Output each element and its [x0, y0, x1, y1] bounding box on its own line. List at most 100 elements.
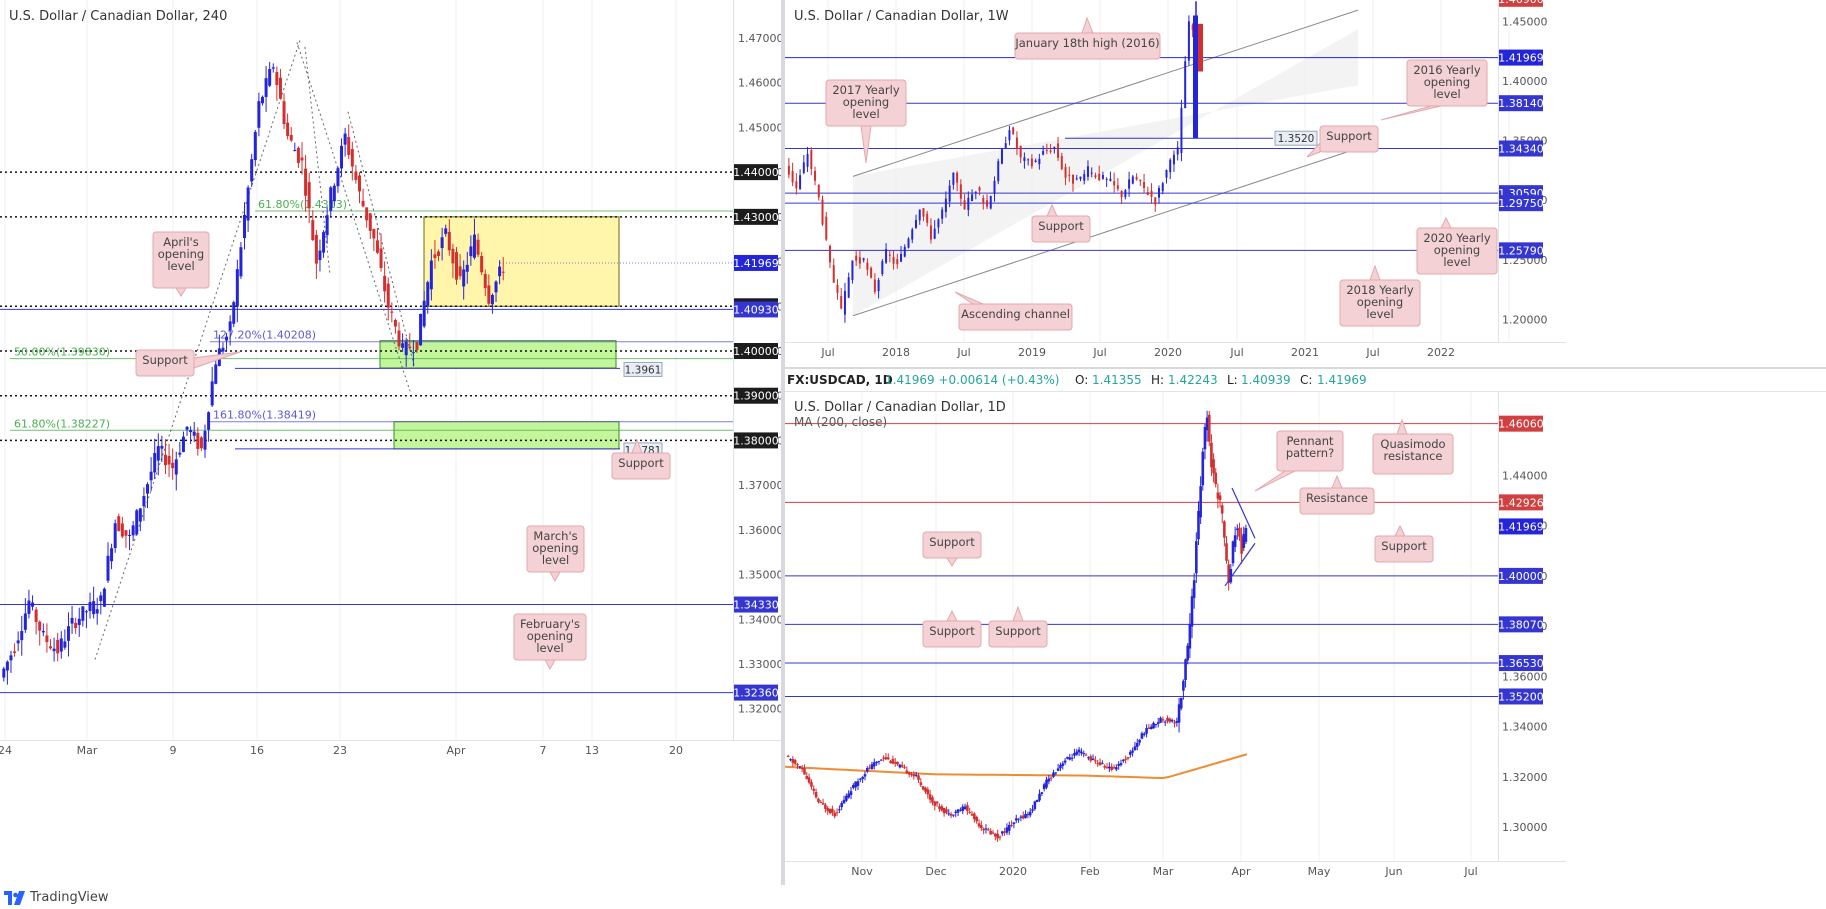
candle-body	[907, 238, 910, 248]
candle-body	[1182, 680, 1185, 691]
candle-body	[1094, 760, 1097, 762]
candle-body	[1175, 720, 1179, 723]
candle-body	[840, 803, 843, 808]
candle-body	[117, 516, 121, 532]
candle-body	[956, 809, 960, 813]
candle-body	[357, 175, 361, 192]
h4-time-axis: 24 Mar 9 16 23 Apr 7 13 20	[0, 744, 683, 757]
candle-body	[986, 200, 989, 207]
weekly-callout-channel-text: Ascending channel	[961, 307, 1070, 321]
candle-body	[1003, 831, 1006, 833]
candle-body	[92, 601, 96, 615]
candle-body	[128, 534, 132, 536]
candle-body	[390, 311, 394, 313]
h4-price-tag-bg	[734, 254, 778, 271]
candle-body	[465, 264, 469, 272]
daily-time-tick: Nov	[851, 865, 873, 878]
weekly-price-tag-bg	[1499, 95, 1543, 112]
candle-body	[1086, 166, 1089, 177]
candle-body	[1010, 824, 1013, 826]
candle-body	[1128, 179, 1131, 189]
candle-body	[1214, 472, 1218, 485]
candle-body	[914, 774, 918, 776]
candle-body	[498, 266, 502, 277]
candle-body	[174, 459, 178, 475]
candle-body	[861, 776, 864, 779]
daily-callout-support-c-text: Support	[995, 624, 1041, 638]
candle-body	[1140, 733, 1144, 739]
candle-body	[181, 436, 185, 452]
daily-price-tick: 1.30000	[1502, 821, 1548, 834]
candle-body	[1063, 760, 1067, 763]
candle-body	[933, 228, 936, 239]
candle-body	[812, 788, 816, 791]
h4-callout-march-text: March's	[533, 529, 577, 543]
candle-body	[903, 767, 906, 769]
candle-body	[1233, 535, 1237, 548]
candle-body	[1126, 757, 1130, 759]
weekly-time-tick: Jul	[1092, 346, 1106, 359]
candle-body	[1122, 759, 1125, 762]
candle-body	[863, 774, 867, 777]
weekly-time-tick: 2019	[1018, 346, 1046, 359]
candle-body	[828, 245, 831, 263]
weekly-callout-2017-box	[825, 79, 907, 127]
daily-price-axis: 1.440001.420001.400001.380001.360001.340…	[1498, 415, 1548, 834]
weekly-callout-2018-text: level	[1366, 307, 1393, 321]
candle-body	[196, 432, 200, 449]
daily-callout-support-c-box	[988, 620, 1048, 648]
candle-body	[877, 761, 881, 763]
candle-body	[881, 261, 884, 274]
candle-body	[1158, 188, 1161, 198]
candle-body	[937, 219, 940, 228]
candle-body	[1229, 569, 1233, 583]
candle-body	[483, 273, 487, 289]
weekly-price-tag: 1.38140	[1498, 97, 1544, 110]
weekly-time-tick: 2020	[1154, 346, 1182, 359]
candle-body	[20, 630, 24, 641]
candle-body	[982, 198, 985, 203]
weekly-price-tag: 1.46900	[1498, 0, 1544, 6]
candle-body	[1094, 175, 1097, 178]
daily-price-tag-bg	[1499, 415, 1543, 432]
candle-body	[102, 588, 106, 607]
candle-body	[153, 453, 157, 473]
weekly-chart[interactable]: 1.3520 January 18th high (2016) 2017 Yearl…	[785, 0, 1826, 367]
daily-price-tag-bg	[1499, 518, 1543, 535]
daily-candles	[786, 410, 1248, 842]
candle-body	[1240, 536, 1243, 554]
candle-body	[225, 336, 229, 341]
h4-chart[interactable]: 61.80%(1.4313) 127.20%(1.40208) 50.00%(1.3…	[0, 0, 781, 767]
candle-body	[1082, 753, 1086, 755]
candle-body	[905, 770, 909, 773]
weekly-value-box	[1274, 130, 1318, 146]
h4-chart-title: U.S. Dollar / Canadian Dollar, 240	[9, 9, 227, 24]
weekly-time-tick: 2021	[1291, 346, 1319, 359]
candle-body	[996, 833, 999, 839]
weekly-callout-support-box	[1319, 125, 1379, 153]
candle-body	[1128, 751, 1132, 755]
weekly-callout-2018-box	[1339, 279, 1421, 327]
candle-body	[918, 209, 921, 221]
candle-body	[1150, 190, 1153, 197]
candle-body	[268, 69, 272, 86]
candle-body	[949, 814, 953, 816]
daily-callout-support-b-box	[922, 620, 982, 648]
candle-body	[286, 122, 290, 137]
candle-body	[1080, 751, 1083, 754]
candle-body	[1186, 645, 1190, 661]
candle-body	[70, 617, 74, 624]
candle-body	[408, 346, 412, 349]
candle-body	[931, 797, 934, 803]
daily-price-tag: 1.42926	[1498, 496, 1544, 509]
daily-price-tick: 1.32000	[1502, 771, 1548, 784]
h4-price-tag-bg	[734, 301, 778, 318]
candle-body	[831, 808, 834, 813]
candle-body	[1049, 777, 1053, 779]
candle-body	[214, 364, 218, 384]
h4-price-tag-bg	[734, 596, 778, 613]
candle-body	[429, 260, 433, 290]
candle-body	[393, 319, 397, 327]
h4-price-tag-bg	[734, 684, 778, 701]
